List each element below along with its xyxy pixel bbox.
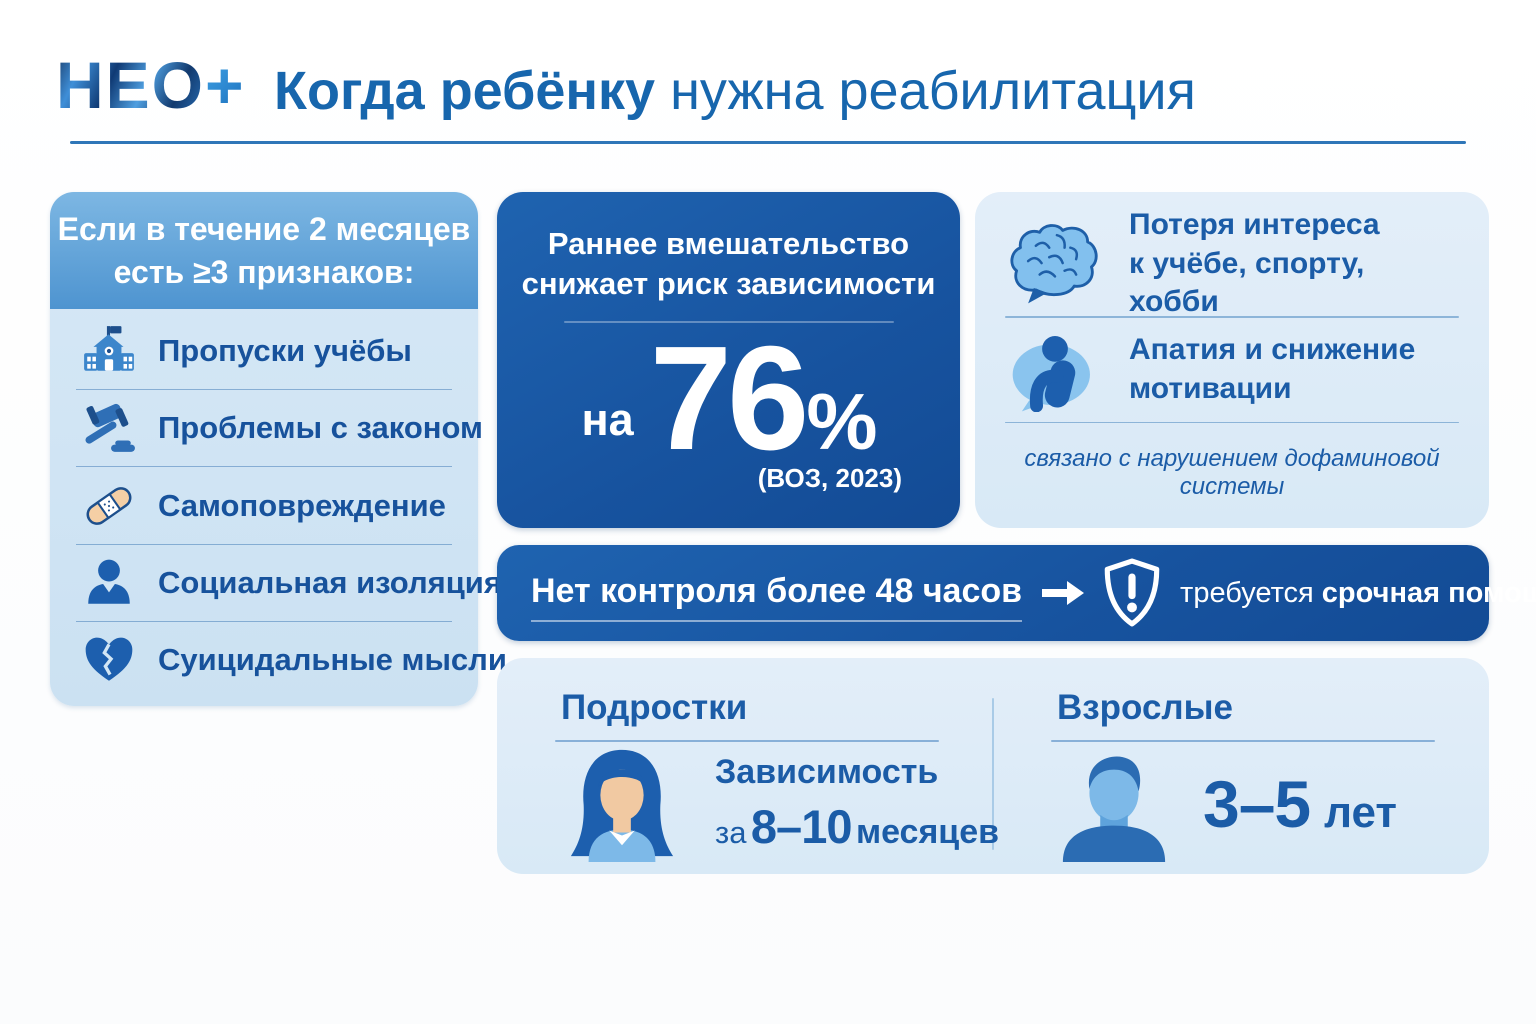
timeline-divider: [992, 698, 994, 850]
teens-text: Зависимость за 8–10 месяцев: [715, 752, 999, 855]
list-item-label: Суицидальные мысли: [158, 641, 507, 677]
symptom-line2: мотивации: [1129, 371, 1292, 405]
adults-section: Взрослые 3–5 лет: [993, 658, 1489, 874]
criteria-panel-heading: Если в течение 2 месяцев есть ≥3 признак…: [50, 192, 478, 309]
adult-avatar: [1051, 746, 1177, 862]
list-item: Проблемы с законом: [76, 389, 483, 466]
stat-value: на 76 %: [497, 315, 960, 481]
symptom-line1: Апатия и снижение: [1129, 333, 1416, 367]
adults-title: Взрослые: [1057, 688, 1234, 727]
brain-icon: [1005, 222, 1105, 306]
stat-value-percent: %: [806, 376, 877, 466]
alert-banner: Нет контроля более 48 часов требуется ср…: [497, 545, 1536, 641]
stat-value-prefix: на: [581, 393, 634, 445]
person-icon: [80, 554, 138, 612]
symptoms-panel: Потеря интереса к учёбе, спорту, хобби А…: [975, 192, 1489, 528]
bandage-icon: [80, 477, 138, 535]
list-item: Самоповреждение: [76, 466, 452, 543]
school-icon: [80, 322, 138, 380]
teens-title: Подростки: [561, 688, 748, 727]
list-item-label: Проблемы с законом: [158, 410, 483, 446]
symptom-text: Апатия и снижение мотивации: [1129, 331, 1415, 408]
adults-underline: [1051, 740, 1435, 742]
criteria-heading-line2: есть ≥3 признаков:: [113, 253, 415, 290]
list-item: Суицидальные мысли: [76, 620, 507, 698]
symptoms-divider: [1005, 421, 1459, 423]
header-divider: [70, 141, 1466, 144]
stat-heading-line1: Раннее вмешательство: [547, 226, 910, 261]
stat-value-number: 76: [649, 315, 810, 481]
symptom-line2: к учёбе, спорту, хобби: [1129, 246, 1365, 319]
list-item: Потеря интереса к учёбе, спорту, хобби: [1005, 208, 1459, 318]
alert-suffix-regular: требуется: [1180, 576, 1314, 609]
alert-suffix: требуется срочная помощь: [1180, 577, 1536, 610]
stat-divider: [563, 320, 894, 323]
neo-plus-logo: НЕО+: [56, 52, 246, 118]
teens-underline: [555, 740, 939, 742]
teens-prefix: за: [715, 815, 747, 851]
symptom-text: Потеря интереса к учёбе, спорту, хобби: [1129, 206, 1459, 321]
adults-suffix: лет: [1324, 788, 1397, 837]
list-item-label: Самоповреждение: [158, 487, 446, 523]
apathy-icon: [1005, 328, 1105, 412]
teens-value: 8–10: [750, 800, 853, 854]
adults-text: 3–5 лет: [1203, 766, 1397, 842]
teens-suffix: месяцев: [855, 813, 1000, 852]
stat-heading: Раннее вмешательство снижает риск зависи…: [497, 224, 960, 305]
stat-panel: Раннее вмешательство снижает риск зависи…: [497, 192, 960, 528]
list-item-label: Пропуски учёбы: [158, 333, 412, 369]
criteria-heading-line1: Если в течение 2 месяцев: [57, 211, 471, 248]
list-item: Апатия и снижение мотивации: [1005, 318, 1459, 422]
gavel-icon: [80, 399, 138, 457]
symptoms-divider: [1005, 316, 1459, 318]
criteria-panel: Если в течение 2 месяцев есть ≥3 признак…: [50, 192, 507, 706]
logo-plus-icon: +: [205, 48, 246, 122]
teens-line2: за 8–10 месяцев: [715, 799, 999, 855]
shield-exclamation-icon: [1102, 558, 1162, 628]
criteria-list: Пропуски учёбы Пробле: [50, 309, 507, 706]
alert-text: Нет контроля более 48 часов: [531, 572, 1023, 622]
page-title-regular: нужна реабилитация: [655, 61, 1196, 121]
alert-suffix-bold: срочная помощь: [1321, 576, 1536, 609]
teen-avatar: [555, 746, 689, 862]
stat-heading-line2: снижает риск зависимости: [521, 266, 936, 302]
adults-value: 3–5: [1203, 767, 1311, 841]
page-title: Когда ребёнку нужна реабилитация: [274, 60, 1196, 122]
arrow-right-icon: [1040, 578, 1086, 608]
timeline-panel: Подростки Зависимость за: [497, 658, 1489, 874]
list-item-label: Социальная изоляция: [158, 564, 502, 600]
teens-line1: Зависимость: [715, 753, 939, 792]
teens-section: Подростки Зависимость за: [497, 658, 999, 874]
list-item: Пропуски учёбы: [76, 313, 452, 389]
list-item: Социальная изоляция: [76, 543, 502, 621]
symptoms-footnote: связано с нарушением дофаминовой системы: [1024, 445, 1440, 500]
symptom-line1: Потеря интереса: [1129, 208, 1380, 242]
logo-text: НЕО: [56, 48, 206, 122]
broken-heart-icon: [80, 631, 138, 689]
stat-source: (ВОЗ, 2023): [757, 462, 902, 493]
page-title-bold: Когда ребёнку: [274, 61, 656, 121]
